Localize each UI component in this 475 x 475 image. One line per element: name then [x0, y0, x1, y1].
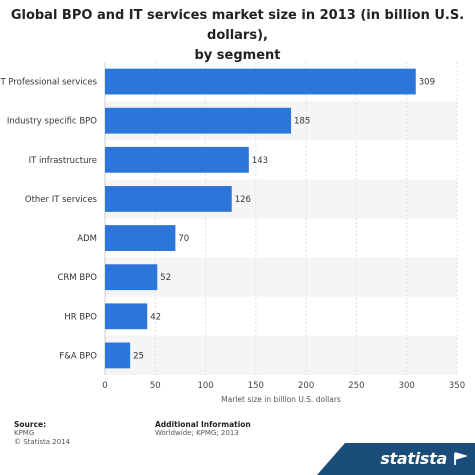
x-tick-label: 250	[348, 381, 364, 391]
value-label: 309	[419, 78, 435, 88]
value-label: 70	[178, 234, 189, 244]
additional-info-block: Additional Information Worldwide; KPMG; …	[155, 420, 251, 438]
value-label: 52	[160, 273, 171, 283]
category-label: CRM BPO	[57, 273, 97, 283]
source-line-2: © Statista 2014	[14, 438, 71, 446]
category-label: ADM	[77, 234, 97, 244]
category-label: Industry specific BPO	[7, 117, 97, 127]
source-line-1: KPMG	[14, 429, 35, 437]
value-label: 42	[150, 312, 161, 322]
x-axis-title: Marlet size in billion U.S. dollars	[221, 395, 341, 404]
bar	[105, 342, 131, 369]
additional-info-heading: Additional Information	[155, 420, 251, 429]
statista-logo[interactable]: statista	[317, 443, 475, 475]
chart-title: Global BPO and IT services market size i…	[10, 6, 465, 66]
source-heading: Source:	[14, 420, 47, 429]
flag-icon	[454, 452, 467, 465]
value-label: 185	[294, 117, 310, 127]
x-tick-label: 100	[197, 381, 213, 391]
category-label: F&A BPO	[59, 351, 97, 361]
row-band	[105, 335, 457, 375]
x-tick-label: 200	[298, 381, 314, 391]
bar	[105, 146, 249, 173]
value-label: 143	[252, 156, 268, 166]
category-label: IT infrastructure	[29, 156, 97, 166]
bar-chart: IT Professional services 309 Industry spec…	[0, 62, 465, 404]
statista-wordmark: statista	[380, 449, 447, 468]
value-label: 25	[133, 351, 144, 361]
additional-info-text: Worldwide; KPMG; 2013	[155, 429, 239, 437]
x-tick-label: 0	[102, 381, 107, 391]
chart-title-line-1: Global BPO and IT services market size i…	[10, 8, 465, 43]
category-label: Other IT services	[25, 195, 98, 205]
bar	[105, 107, 292, 134]
bar	[105, 264, 158, 291]
chart-title-line-2: by segment	[194, 48, 281, 63]
bar	[105, 303, 148, 330]
bar	[105, 186, 232, 212]
bar	[105, 68, 416, 95]
x-tick-label: 50	[150, 381, 161, 391]
x-tick-label: 300	[399, 381, 415, 391]
category-label: IT Professional services	[0, 78, 98, 88]
x-tick-label: 350	[449, 381, 465, 391]
source-block: Source: KPMG © Statista 2014	[14, 420, 70, 447]
x-tick-label: 150	[248, 381, 264, 391]
row-band	[105, 257, 457, 297]
category-label: HR BPO	[64, 312, 97, 322]
value-label: 126	[235, 195, 251, 205]
bar	[105, 225, 176, 251]
